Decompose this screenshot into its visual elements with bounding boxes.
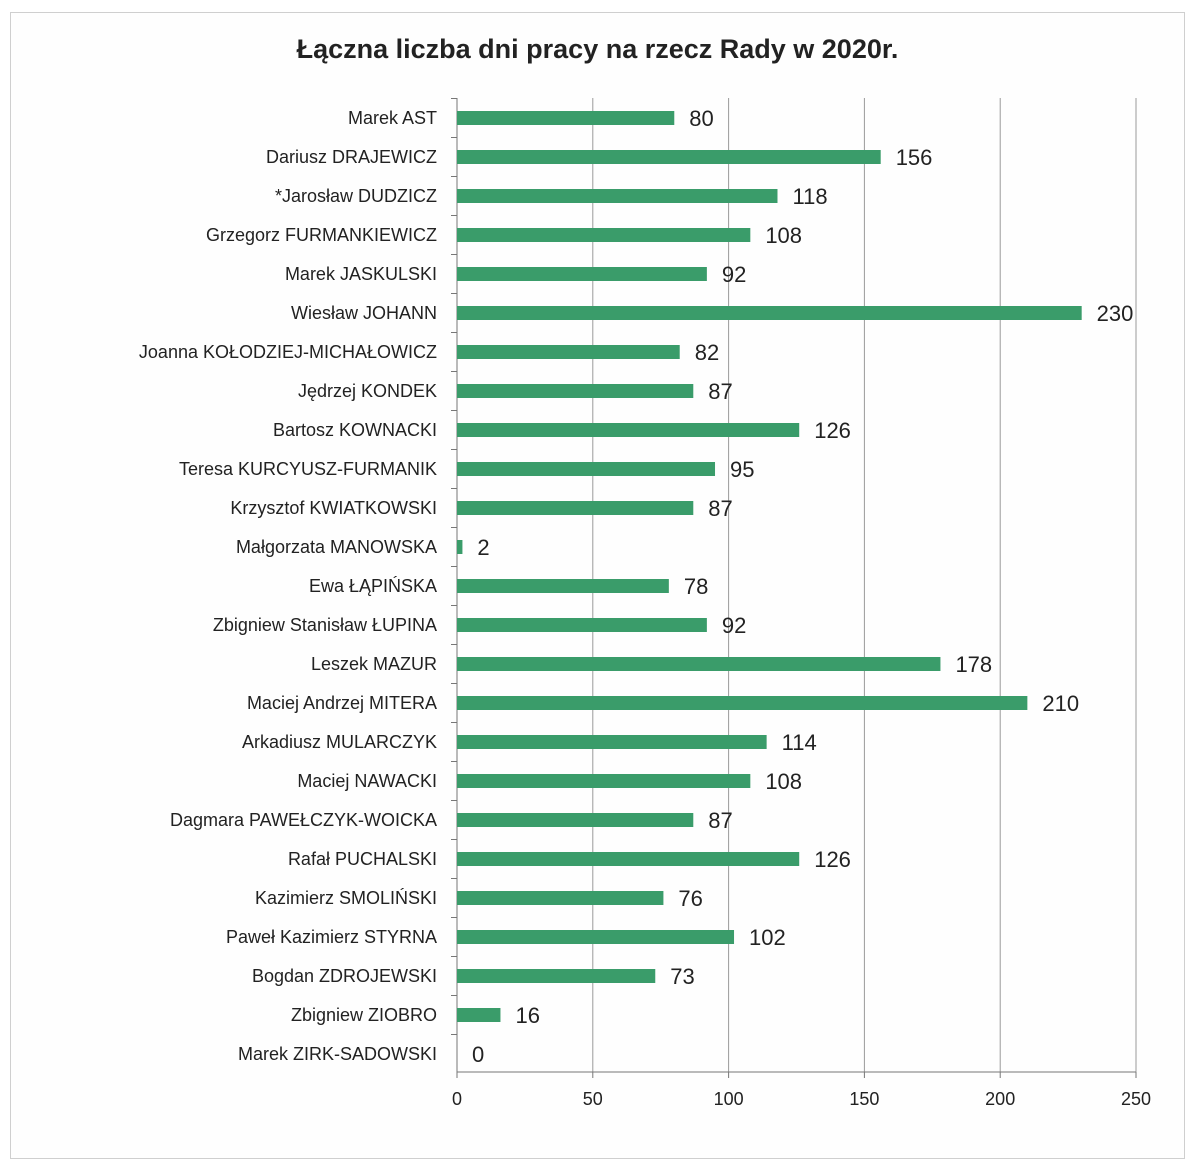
- bar: [457, 306, 1082, 320]
- x-tick-label: 100: [714, 1089, 744, 1109]
- bar: [457, 579, 669, 593]
- category-label: Zbigniew ZIOBRO: [291, 1005, 437, 1025]
- bar: [457, 150, 881, 164]
- category-label: Krzysztof KWIATKOWSKI: [230, 498, 437, 518]
- x-tick-label: 200: [985, 1089, 1015, 1109]
- data-label: 126: [814, 418, 851, 443]
- category-label: Małgorzata MANOWSKA: [236, 537, 437, 557]
- bar: [457, 267, 707, 281]
- bar: [457, 969, 656, 983]
- data-label: 87: [708, 808, 732, 833]
- data-label: 118: [792, 184, 827, 209]
- data-label: 108: [765, 769, 802, 794]
- x-tick-label: 150: [849, 1089, 879, 1109]
- bar: [457, 774, 751, 788]
- category-label: Arkadiusz MULARCZYK: [242, 732, 437, 752]
- bar: [457, 1008, 501, 1022]
- category-label: Joanna KOŁODZIEJ-MICHAŁOWICZ: [139, 342, 437, 362]
- bar: [457, 657, 941, 671]
- category-label: Wiesław JOHANN: [291, 303, 437, 323]
- x-tick-label: 50: [583, 1089, 603, 1109]
- category-label: Dariusz DRAJEWICZ: [266, 147, 437, 167]
- bar: [457, 813, 694, 827]
- category-label: Zbigniew Stanisław ŁUPINA: [213, 615, 437, 635]
- data-label: 92: [722, 262, 746, 287]
- data-label: 0: [472, 1042, 484, 1067]
- data-label: 95: [730, 457, 754, 482]
- data-label: 16: [515, 1003, 539, 1028]
- bar: [457, 423, 800, 437]
- category-label: Jędrzej KONDEK: [298, 381, 437, 401]
- data-label: 126: [814, 847, 851, 872]
- data-label: 73: [670, 964, 694, 989]
- data-label: 87: [708, 379, 732, 404]
- data-label: 102: [749, 925, 786, 950]
- category-label: Bogdan ZDROJEWSKI: [252, 966, 437, 986]
- data-label: 210: [1042, 691, 1079, 716]
- bar: [457, 696, 1028, 710]
- chart-title: Łączna liczba dni pracy na rzecz Rady w …: [296, 34, 899, 64]
- category-label: Rafał PUCHALSKI: [288, 849, 437, 869]
- category-label: Teresa KURCYUSZ-FURMANIK: [179, 459, 437, 479]
- data-label: 230: [1097, 301, 1134, 326]
- category-label: Marek AST: [348, 108, 437, 128]
- data-label: 178: [955, 652, 992, 677]
- data-label: 108: [765, 223, 802, 248]
- bar: [457, 384, 694, 398]
- bar: [457, 852, 800, 866]
- category-label: Grzegorz FURMANKIEWICZ: [206, 225, 437, 245]
- x-tick-label: 0: [452, 1089, 462, 1109]
- category-label: Maciej NAWACKI: [297, 771, 437, 791]
- category-label: Marek JASKULSKI: [285, 264, 437, 284]
- data-label: 87: [708, 496, 732, 521]
- category-label: Maciej Andrzej MITERA: [247, 693, 437, 713]
- category-label: Marek ZIRK-SADOWSKI: [238, 1044, 437, 1064]
- data-label: 82: [695, 340, 719, 365]
- category-label: Kazimierz SMOLIŃSKI: [255, 888, 437, 908]
- data-label: 114: [782, 730, 817, 755]
- data-label: 78: [684, 574, 708, 599]
- category-label: Bartosz KOWNACKI: [273, 420, 437, 440]
- data-label: 92: [722, 613, 746, 638]
- x-tick-label: 250: [1121, 1089, 1151, 1109]
- bar: [457, 462, 716, 476]
- bar: [457, 930, 735, 944]
- category-label: Ewa ŁĄPIŃSKA: [309, 576, 437, 596]
- bar: [457, 111, 675, 125]
- bar: [457, 540, 463, 554]
- data-label: 156: [896, 145, 933, 170]
- bar: [457, 891, 664, 905]
- bar: [457, 618, 707, 632]
- bar: [457, 345, 680, 359]
- category-label: Leszek MAZUR: [311, 654, 437, 674]
- bar: [457, 189, 778, 203]
- data-label: 80: [689, 106, 713, 131]
- category-label: *Jarosław DUDZICZ: [275, 186, 437, 206]
- data-label: 76: [678, 886, 702, 911]
- category-label: Dagmara PAWEŁCZYK-WOICKA: [170, 810, 437, 830]
- data-label: 2: [477, 535, 489, 560]
- category-label: Paweł Kazimierz STYRNA: [226, 927, 437, 947]
- bar: [457, 501, 694, 515]
- bar: [457, 735, 767, 749]
- bar: [457, 228, 751, 242]
